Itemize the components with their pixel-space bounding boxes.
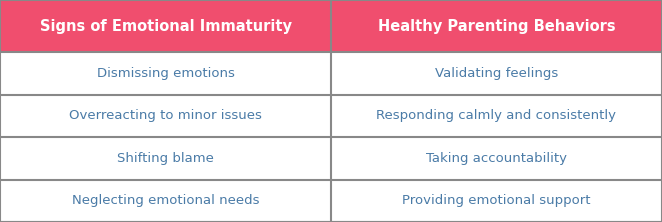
Bar xyxy=(331,52,662,95)
Bar xyxy=(0,52,331,95)
Text: Signs of Emotional Immaturity: Signs of Emotional Immaturity xyxy=(40,19,291,34)
Text: Shifting blame: Shifting blame xyxy=(117,152,214,165)
Text: Responding calmly and consistently: Responding calmly and consistently xyxy=(377,109,616,122)
Text: Providing emotional support: Providing emotional support xyxy=(402,194,591,207)
Bar xyxy=(0,137,331,180)
Text: Overreacting to minor issues: Overreacting to minor issues xyxy=(69,109,262,122)
Text: Neglecting emotional needs: Neglecting emotional needs xyxy=(71,194,260,207)
Bar xyxy=(331,95,662,137)
Bar xyxy=(331,180,662,222)
Bar xyxy=(331,137,662,180)
Bar xyxy=(331,0,662,52)
Text: Dismissing emotions: Dismissing emotions xyxy=(97,67,234,80)
Bar xyxy=(0,95,331,137)
Bar xyxy=(0,0,331,52)
Bar xyxy=(0,180,331,222)
Text: Validating feelings: Validating feelings xyxy=(435,67,558,80)
Text: Healthy Parenting Behaviors: Healthy Parenting Behaviors xyxy=(378,19,615,34)
Text: Taking accountability: Taking accountability xyxy=(426,152,567,165)
